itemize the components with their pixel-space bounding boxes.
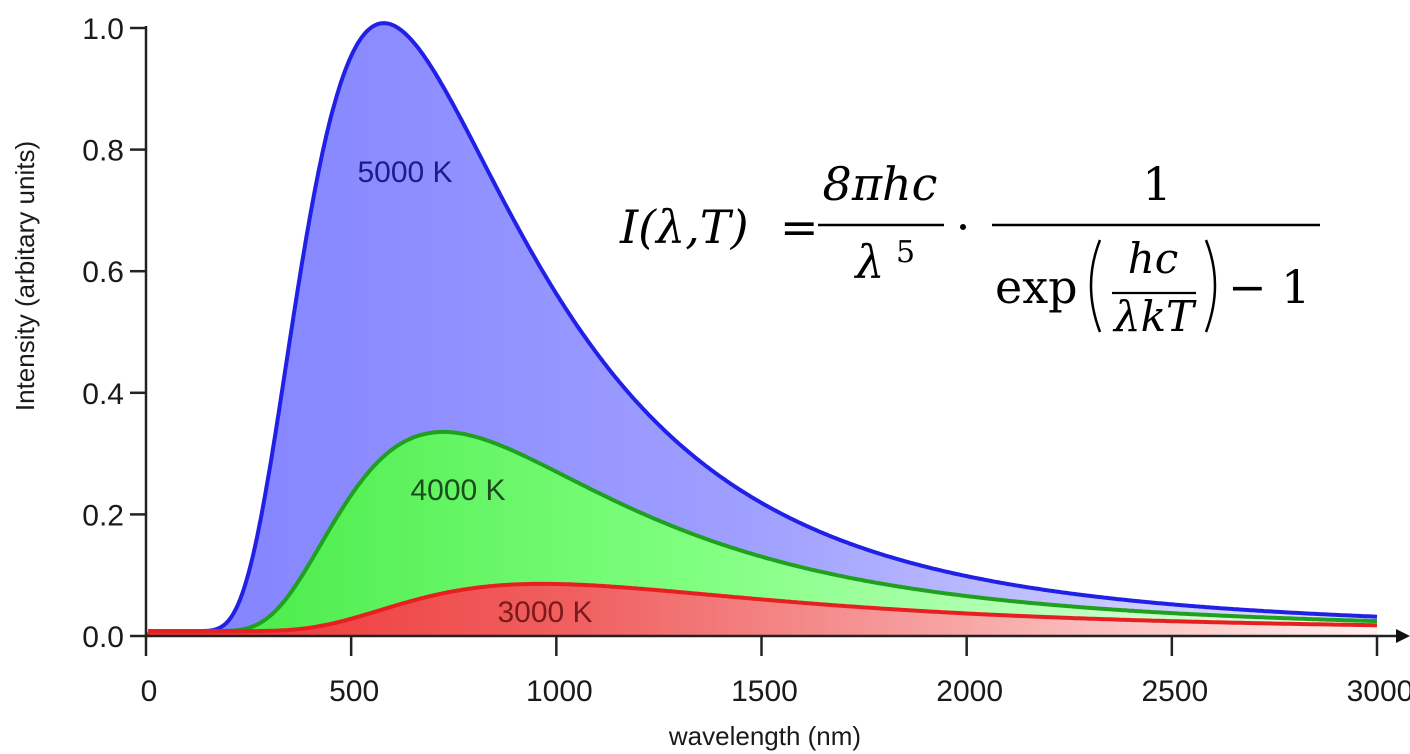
y-tick-label: 0.8 [82, 135, 124, 168]
line-4000-k [148, 429, 1378, 634]
y-tick-label: 0.2 [82, 499, 124, 532]
formula-equals: = [780, 200, 819, 254]
formula-dot: · [956, 200, 971, 254]
y-ticks: 0.0 0.2 0.4 0.6 0.8 1.0 [82, 13, 146, 654]
formula-denominator-1: λ [853, 235, 884, 289]
y-tick-label: 0.6 [82, 256, 124, 289]
y-tick-label: 0.4 [82, 378, 124, 411]
y-tick-label: 1.0 [82, 13, 124, 46]
formula-inner-numerator: hc [1128, 234, 1179, 283]
formula-right-paren [1204, 239, 1217, 333]
x-tick-label: 2000 [936, 675, 1003, 708]
x-axis-title: wavelength (nm) [668, 721, 861, 751]
series-lines [148, 21, 1378, 634]
area-3000-k [146, 583, 1377, 636]
formula-minus-one: − 1 [1228, 260, 1310, 314]
series-label-4000-k: 4000 K [410, 474, 505, 507]
x-tick-label: 3000 [1347, 675, 1410, 708]
x-ticks: 0 500 1000 1500 2000 2500 3000 [141, 636, 1410, 708]
formula-exp: exp [995, 260, 1078, 314]
formula-numerator-1: 8πhc [823, 157, 938, 211]
x-tick-label: 500 [329, 675, 379, 708]
formula-left-paren [1089, 239, 1102, 333]
formula-lhs: I(λ,T) [619, 200, 749, 254]
series-areas [146, 23, 1377, 637]
area-4000-k [146, 431, 1377, 636]
series-labels: 5000 K 4000 K 3000 K [357, 156, 592, 629]
y-tick-label: 0.0 [82, 621, 124, 654]
x-axis-arrow-icon [1396, 629, 1410, 643]
planck-formula: I(λ,T) = 8πhc λ 5 · 1 exp hc λkT − 1 [619, 157, 1320, 341]
x-tick-label: 1500 [731, 675, 798, 708]
x-tick-label: 1000 [526, 675, 593, 708]
x-tick-label: 2500 [1141, 675, 1208, 708]
series-label-5000-k: 5000 K [357, 156, 452, 189]
line-5000-k [148, 21, 1378, 634]
formula-denominator-1-exponent: 5 [896, 235, 915, 270]
formula-inner-denominator: λkT [1112, 292, 1197, 341]
formula-numerator-2: 1 [1142, 157, 1171, 211]
series-label-3000-k: 3000 K [497, 596, 592, 629]
y-axis-title: Intensity (arbitary units) [10, 141, 40, 411]
x-tick-label: 0 [141, 675, 158, 708]
line-3000-k [148, 581, 1377, 634]
